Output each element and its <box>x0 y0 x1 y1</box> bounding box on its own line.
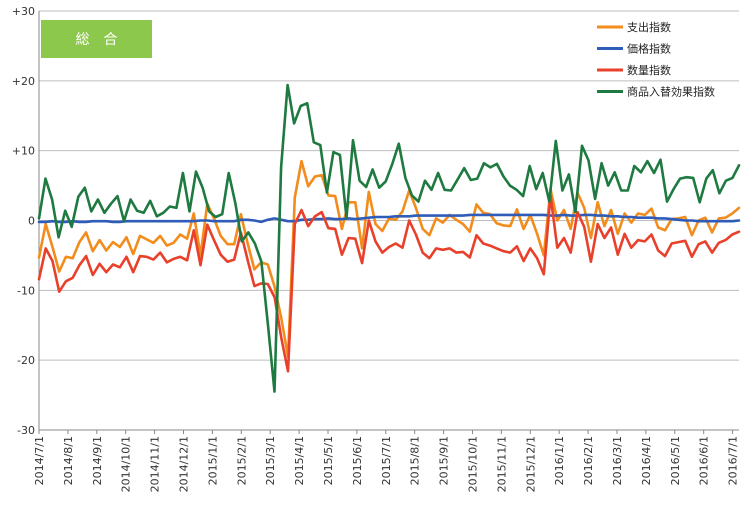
x-tick-label: 2016/3/1 <box>611 436 624 485</box>
x-tick-label: 2015/3/1 <box>264 436 277 485</box>
legend-label: 価格指数 <box>627 42 671 56</box>
x-tick-label: 2015/11/1 <box>495 436 508 492</box>
x-tick-label: 2015/8/1 <box>409 436 422 485</box>
y-tick-label: -10 <box>17 284 35 297</box>
y-tick-label: +10 <box>12 145 35 158</box>
y-tick-label: +20 <box>12 75 35 88</box>
series-line-0 <box>37 159 741 359</box>
title-badge: 総 合 <box>41 20 152 58</box>
series-line-2 <box>37 194 741 373</box>
series-line-3 <box>37 83 741 393</box>
x-tick-label: 2016/1/1 <box>553 436 566 485</box>
y-tick-label: -30 <box>17 424 35 437</box>
x-tick-label: 2015/2/1 <box>235 436 248 485</box>
x-tick-label: 2014/10/1 <box>120 436 133 492</box>
axes <box>38 11 739 434</box>
x-tick-label: 2016/2/1 <box>582 436 595 485</box>
legend-label: 商品入替効果指数 <box>627 85 715 99</box>
x-tick-label: 2015/10/1 <box>466 436 479 492</box>
x-tick-label: 2015/5/1 <box>322 436 335 485</box>
x-tick-label: 2014/9/1 <box>91 436 104 485</box>
y-tick-label: +30 <box>12 5 35 18</box>
legend-label: 支出指数 <box>627 20 671 34</box>
chart-title: 総 合 <box>76 32 118 48</box>
x-tick-label: 2016/4/1 <box>640 436 653 485</box>
y-axis-tick-labels: +30 +20 +10 0 -10 -20 -30 <box>12 5 35 437</box>
legend-label: 数量指数 <box>627 63 671 77</box>
x-tick-label: 2015/7/1 <box>380 436 393 485</box>
y-tick-label: -20 <box>17 354 35 367</box>
y-tick-label: 0 <box>28 215 35 228</box>
x-tick-label: 2015/1/1 <box>206 436 219 485</box>
series-line-1 <box>37 213 741 224</box>
x-axis-tick-labels: 2014/7/1 2014/8/1 2014/9/1 2014/10/1 2014/11… <box>33 436 740 492</box>
x-tick-label: 2016/7/1 <box>727 436 740 485</box>
x-tick-label: 2015/4/1 <box>293 436 306 485</box>
x-tick-label: 2014/7/1 <box>33 436 46 485</box>
series-lines <box>37 83 741 393</box>
x-tick-label: 2014/12/1 <box>177 436 190 492</box>
x-tick-label: 2015/12/1 <box>524 436 537 492</box>
x-tick-label: 2016/5/1 <box>669 436 682 485</box>
x-tick-label: 2014/8/1 <box>62 436 75 485</box>
x-tick-label: 2015/6/1 <box>351 436 364 485</box>
title-badge-background <box>41 20 152 58</box>
x-tick-label: 2015/9/1 <box>438 436 451 485</box>
x-tick-label: 2014/11/1 <box>149 436 162 492</box>
x-tick-label: 2016/6/1 <box>698 436 711 485</box>
